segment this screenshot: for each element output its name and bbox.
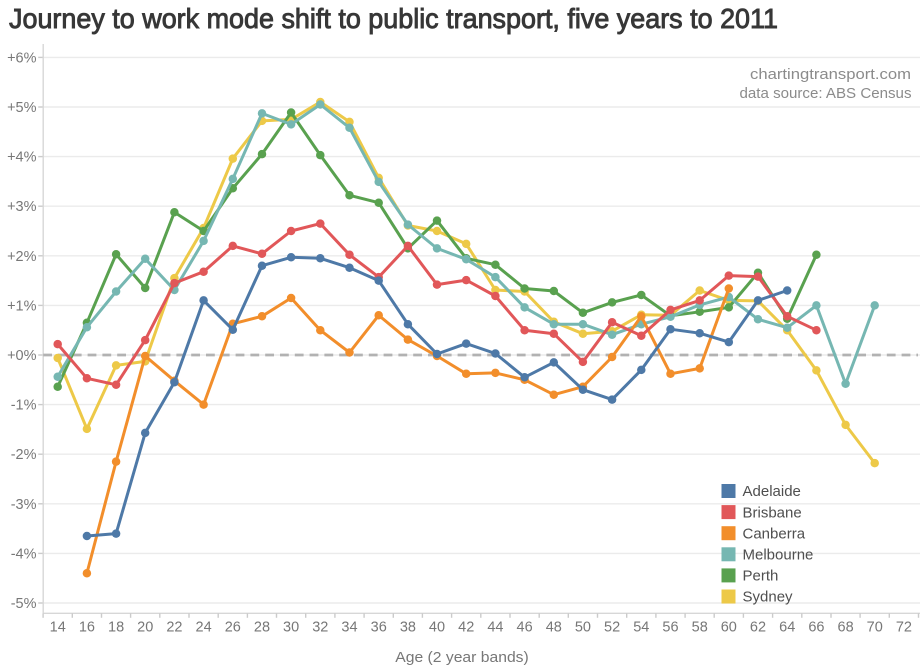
svg-text:36: 36 xyxy=(371,620,387,636)
svg-text:14: 14 xyxy=(50,620,66,636)
svg-text:52: 52 xyxy=(604,620,620,636)
svg-text:58: 58 xyxy=(692,620,708,636)
svg-text:Brisbane: Brisbane xyxy=(743,504,802,521)
svg-text:Sydney: Sydney xyxy=(743,589,794,606)
svg-text:44: 44 xyxy=(487,620,503,636)
svg-text:Journey to work mode shift to: Journey to work mode shift to public tra… xyxy=(9,3,778,34)
svg-text:16: 16 xyxy=(79,620,95,636)
svg-text:28: 28 xyxy=(254,620,270,636)
svg-text:Adelaide: Adelaide xyxy=(743,483,801,500)
svg-text:Melbourne: Melbourne xyxy=(743,547,814,564)
svg-text:38: 38 xyxy=(400,620,416,636)
svg-text:18: 18 xyxy=(108,620,124,636)
svg-text:-1%: -1% xyxy=(11,398,37,414)
svg-text:60: 60 xyxy=(721,620,737,636)
svg-text:66: 66 xyxy=(808,620,824,636)
svg-text:chartingtransport.com: chartingtransport.com xyxy=(750,66,911,83)
svg-text:-2%: -2% xyxy=(11,447,37,463)
svg-text:62: 62 xyxy=(750,620,766,636)
svg-text:+3%: +3% xyxy=(7,199,37,215)
svg-text:+4%: +4% xyxy=(7,150,37,166)
svg-text:68: 68 xyxy=(838,620,854,636)
svg-text:56: 56 xyxy=(662,620,678,636)
svg-text:data source: ABS Census: data source: ABS Census xyxy=(740,85,912,102)
svg-text:+2%: +2% xyxy=(7,249,37,265)
svg-text:54: 54 xyxy=(633,620,649,636)
svg-text:Age (2 year bands): Age (2 year bands) xyxy=(395,649,529,666)
svg-text:32: 32 xyxy=(312,620,328,636)
svg-text:Perth: Perth xyxy=(743,568,779,585)
svg-text:30: 30 xyxy=(283,620,299,636)
svg-text:34: 34 xyxy=(341,620,357,636)
svg-text:+6%: +6% xyxy=(7,50,37,66)
svg-text:42: 42 xyxy=(458,620,474,636)
svg-text:+0%: +0% xyxy=(7,348,37,364)
svg-text:72: 72 xyxy=(896,620,912,636)
svg-text:40: 40 xyxy=(429,620,445,636)
svg-text:48: 48 xyxy=(546,620,562,636)
svg-text:-5%: -5% xyxy=(11,596,37,612)
svg-text:+5%: +5% xyxy=(7,100,37,116)
svg-text:-4%: -4% xyxy=(11,546,37,562)
svg-text:50: 50 xyxy=(575,620,591,636)
svg-text:70: 70 xyxy=(867,620,883,636)
svg-text:24: 24 xyxy=(196,620,212,636)
svg-text:+1%: +1% xyxy=(7,298,37,314)
svg-text:64: 64 xyxy=(779,620,795,636)
svg-text:26: 26 xyxy=(225,620,241,636)
svg-text:22: 22 xyxy=(166,620,182,636)
svg-text:20: 20 xyxy=(137,620,153,636)
svg-text:-3%: -3% xyxy=(11,497,37,513)
svg-text:46: 46 xyxy=(517,620,533,636)
svg-text:Canberra: Canberra xyxy=(743,525,806,542)
